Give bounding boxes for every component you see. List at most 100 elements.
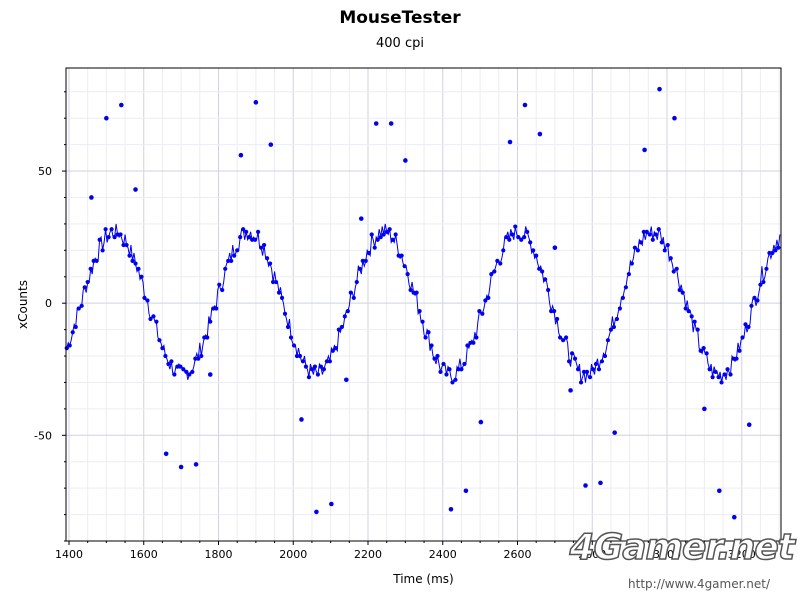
data-point bbox=[465, 343, 470, 348]
data-point-outlier bbox=[329, 501, 334, 507]
data-point bbox=[82, 285, 87, 290]
data-point bbox=[737, 348, 742, 353]
data-point bbox=[366, 250, 371, 256]
data-point bbox=[746, 324, 751, 330]
data-point bbox=[420, 319, 425, 324]
data-point-outlier bbox=[119, 102, 124, 108]
data-point bbox=[97, 237, 102, 242]
data-point bbox=[133, 261, 138, 266]
x-tick-label: 2800 bbox=[578, 548, 606, 561]
data-point bbox=[584, 369, 590, 374]
data-point bbox=[250, 237, 255, 242]
data-point bbox=[534, 253, 539, 258]
data-point bbox=[393, 232, 398, 237]
data-point bbox=[549, 309, 554, 314]
data-point bbox=[587, 375, 593, 380]
data-point bbox=[303, 364, 309, 369]
data-point bbox=[363, 258, 368, 263]
data-point bbox=[211, 306, 216, 311]
data-point bbox=[315, 372, 321, 377]
data-point bbox=[169, 359, 174, 364]
data-point bbox=[339, 324, 344, 330]
data-point bbox=[674, 266, 679, 271]
data-point bbox=[522, 235, 527, 240]
data-point bbox=[701, 346, 706, 351]
data-point bbox=[348, 290, 353, 295]
data-point bbox=[357, 266, 362, 271]
data-point bbox=[531, 248, 536, 253]
data-point bbox=[450, 380, 455, 385]
data-point bbox=[495, 258, 500, 263]
data-point bbox=[761, 279, 766, 285]
data-point bbox=[749, 303, 754, 308]
data-point bbox=[713, 369, 718, 374]
data-point-outlier bbox=[507, 139, 513, 145]
data-point bbox=[668, 256, 673, 261]
data-point bbox=[172, 372, 177, 377]
data-point bbox=[734, 356, 739, 361]
y-tick-label: 0 bbox=[45, 297, 52, 310]
data-point bbox=[378, 235, 383, 240]
data-point bbox=[725, 367, 730, 372]
data-point bbox=[578, 380, 584, 385]
data-point-outlier bbox=[612, 430, 617, 435]
data-point bbox=[324, 359, 329, 364]
data-point bbox=[695, 327, 700, 332]
data-point bbox=[731, 356, 736, 361]
data-point bbox=[372, 245, 377, 250]
data-point bbox=[121, 242, 126, 248]
data-point-outlier bbox=[403, 158, 408, 163]
data-point bbox=[677, 287, 682, 293]
data-point-outlier bbox=[344, 377, 349, 383]
data-point-outlier bbox=[552, 245, 558, 250]
data-point bbox=[692, 319, 697, 324]
data-point-outlier bbox=[746, 422, 752, 428]
data-point-outlier bbox=[253, 100, 259, 105]
data-point bbox=[429, 343, 434, 348]
data-point-outlier bbox=[133, 187, 138, 192]
data-point bbox=[435, 353, 440, 359]
data-point bbox=[214, 306, 219, 311]
data-point bbox=[617, 306, 623, 311]
data-point bbox=[336, 327, 341, 332]
data-point-outlier bbox=[299, 417, 304, 422]
data-point bbox=[73, 324, 78, 330]
data-point bbox=[327, 359, 332, 364]
data-point-outlier bbox=[268, 142, 274, 147]
data-point bbox=[261, 242, 267, 248]
data-point bbox=[247, 235, 252, 240]
data-point-outlier bbox=[178, 464, 184, 470]
data-point bbox=[297, 353, 303, 359]
data-point bbox=[641, 229, 646, 234]
data-point bbox=[770, 250, 775, 256]
data-point bbox=[671, 269, 676, 274]
data-point bbox=[719, 380, 724, 385]
data-point bbox=[480, 311, 485, 316]
data-point bbox=[85, 279, 90, 285]
data-point bbox=[390, 237, 395, 242]
data-point bbox=[384, 229, 389, 234]
data-point bbox=[294, 353, 300, 359]
data-point bbox=[438, 369, 443, 374]
data-point-outlier bbox=[717, 488, 722, 494]
data-point bbox=[229, 258, 234, 263]
data-point bbox=[118, 232, 123, 237]
data-point bbox=[644, 229, 649, 234]
data-point bbox=[540, 269, 545, 274]
data-point bbox=[273, 279, 279, 285]
data-point-outlier bbox=[388, 121, 394, 126]
data-point bbox=[635, 248, 640, 253]
data-point bbox=[112, 235, 117, 240]
chart-title: MouseTester bbox=[339, 8, 461, 28]
data-point bbox=[650, 237, 655, 242]
data-point bbox=[91, 258, 96, 263]
data-point bbox=[76, 306, 81, 311]
x-tick-label: 2400 bbox=[429, 548, 457, 561]
data-point bbox=[291, 343, 297, 348]
data-point bbox=[716, 375, 721, 380]
data-point bbox=[312, 364, 318, 369]
data-point-outlier bbox=[657, 86, 662, 92]
x-tick-label: 1400 bbox=[55, 548, 83, 561]
data-point bbox=[525, 229, 530, 234]
data-point bbox=[453, 377, 458, 382]
